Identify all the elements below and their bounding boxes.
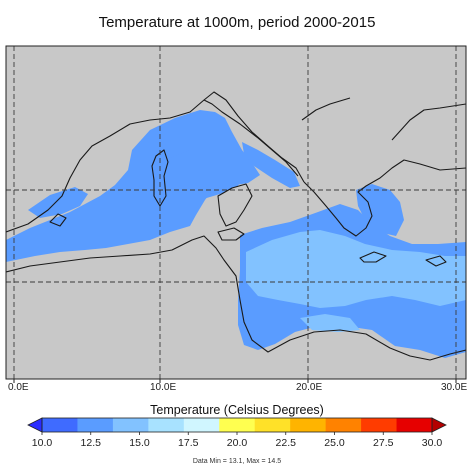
warm-field	[246, 230, 466, 332]
colorbar-segment	[325, 418, 362, 432]
lon-label-0: 0.0E	[8, 382, 29, 393]
tyrrhenian-sea	[165, 148, 244, 200]
colorbar-segment	[219, 418, 256, 432]
colorbar-segment	[290, 418, 327, 432]
graticule	[6, 46, 466, 379]
adriatic-sea	[242, 142, 300, 188]
colorbar-segment	[361, 418, 398, 432]
lon-label-30: 30.0E	[441, 382, 468, 393]
colorbar-segment	[77, 418, 114, 432]
colorbar-segment	[42, 418, 78, 432]
colorbar-tick-label: 22.5	[275, 437, 296, 449]
western-basin	[6, 110, 260, 262]
map-title: Temperature at 1000m, period 2000-2015	[98, 14, 376, 31]
colorbar-tick-label: 30.0	[421, 437, 443, 449]
lon-label-20: 20.0E	[296, 382, 323, 393]
colorbar-tick-label: 10.0	[31, 437, 53, 449]
colorbar-title: Temperature (Celsius Degrees)	[150, 403, 324, 417]
map-frame	[5, 45, 467, 380]
colorbar-tick-label: 25.0	[324, 437, 345, 449]
colorbar-segment	[112, 418, 149, 432]
colorbar-segment	[396, 418, 433, 432]
colorbar-arrow-left	[27, 417, 43, 433]
temperature-map	[5, 45, 467, 383]
frame-ticks	[13, 379, 457, 383]
balearic-region	[28, 187, 88, 218]
colorbar-tick-label: 17.5	[178, 437, 199, 449]
colorbar-segment	[148, 418, 185, 432]
colorbar-tick-label: 12.5	[80, 437, 101, 449]
colorbar-tick-label: 20.0	[226, 437, 248, 449]
colorbar-tick-label: 15.0	[129, 437, 150, 449]
colorbar-arrow-right	[431, 417, 447, 433]
colorbar-segment	[183, 418, 220, 432]
colorbar-tick-label: 27.5	[373, 437, 394, 449]
colorbar-segment	[254, 418, 291, 432]
data-min-max: Data Min = 13.1, Max = 14.5	[192, 458, 282, 465]
lon-label-10: 10.0E	[150, 382, 177, 393]
